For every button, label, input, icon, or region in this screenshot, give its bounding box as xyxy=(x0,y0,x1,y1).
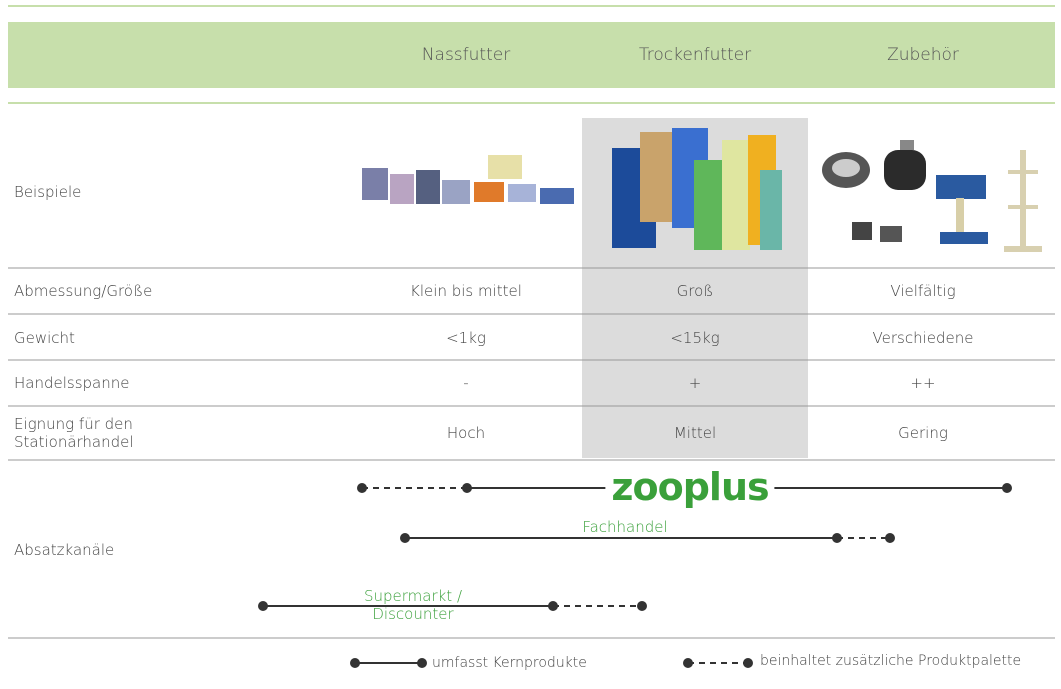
row-label: Eignung für den Stationärhandel xyxy=(14,415,134,451)
cell: Hoch xyxy=(446,424,486,442)
cell: Klein bis mittel xyxy=(410,282,522,300)
channels-label: Absatzkanäle xyxy=(14,541,115,559)
cell: Groß xyxy=(676,282,714,300)
channel-label: Supermarkt / Discounter xyxy=(363,587,463,623)
column-header: Nassfutter xyxy=(421,45,511,65)
cell: ++ xyxy=(910,374,936,392)
zooplus-logo: zooplus xyxy=(605,465,775,509)
row-label: Abmessung/Größe xyxy=(14,282,153,300)
cell: Mittel xyxy=(673,424,717,442)
row-label: Handelsspanne xyxy=(14,374,130,392)
cell: <1kg xyxy=(446,329,486,347)
cell: Vielfältig xyxy=(890,282,956,300)
row-label: Beispiele xyxy=(14,183,82,201)
cell: - xyxy=(463,374,469,392)
cell: Verschiedene xyxy=(872,329,974,347)
legend-label: umfasst Kernprodukte xyxy=(432,655,587,671)
legend-label: beinhaltet zusätzliche Produktpalette xyxy=(760,653,1022,669)
cell: + xyxy=(688,374,702,392)
channel-label: Fachhandel xyxy=(582,518,668,536)
column-header: Zubehör xyxy=(887,45,959,65)
row-label: Gewicht xyxy=(14,329,75,347)
cell: <15kg xyxy=(670,329,720,347)
cell: Gering xyxy=(898,424,948,442)
column-header: Trockenfutter xyxy=(638,45,752,65)
